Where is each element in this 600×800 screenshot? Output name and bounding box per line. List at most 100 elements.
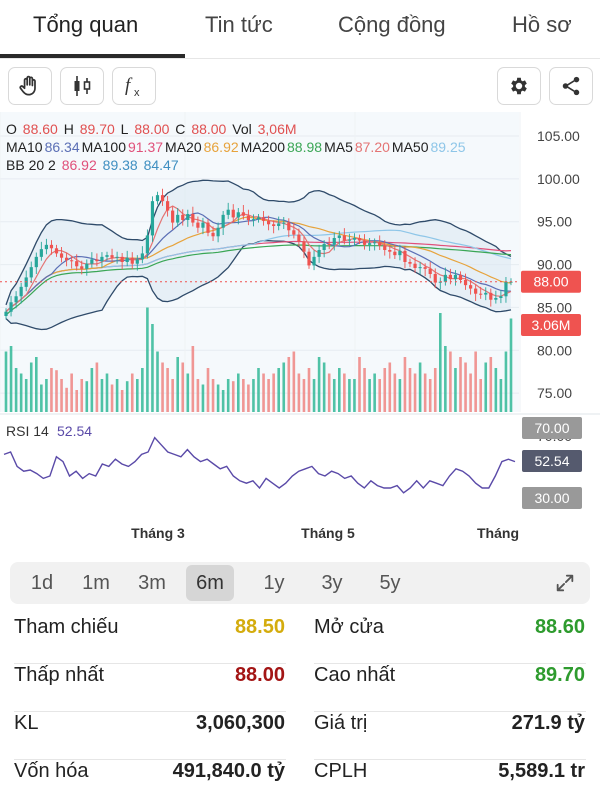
candle-body: [135, 259, 139, 264]
candle-body: [297, 234, 301, 242]
ohlc-row: O 88.60 H 89.70 L 88.00 C 88.00 Vol 3,06…: [6, 120, 468, 138]
candle-body: [453, 274, 458, 280]
pan-tool-button[interactable]: [8, 67, 52, 105]
bb-row: BB 20 2 86.92 89.38 84.47: [6, 156, 468, 174]
volume-bar: [388, 362, 392, 412]
candle-body: [176, 214, 180, 223]
ma-label-ma200: MA200: [240, 139, 286, 155]
rsi-line: [3, 436, 516, 494]
price-chart[interactable]: 105.00 100.00 95.00 90.00 85.00 80.00 75.00 70.…: [0, 112, 600, 552]
stat-separator: [314, 663, 586, 664]
tab-profile[interactable]: Hồ sơ: [512, 12, 572, 37]
tab-news[interactable]: Tin tức: [205, 12, 273, 37]
volume-bar: [287, 357, 291, 412]
price-chart-canvas[interactable]: 105.00 100.00 95.00 90.00 85.00 80.00 75.00 70.…: [0, 112, 600, 552]
candle-body: [49, 244, 54, 249]
close-label: C: [175, 121, 186, 137]
bb-value-1: 86.92: [61, 157, 97, 173]
volume-bar: [29, 362, 33, 412]
volume-bar: [125, 381, 129, 412]
volume-bar: [338, 368, 341, 412]
candle-body: [504, 281, 508, 297]
range-5y[interactable]: 5y: [379, 572, 401, 594]
candle-body: [428, 268, 432, 274]
volume-bar: [4, 351, 8, 412]
candle-body: [332, 238, 336, 245]
range-1m[interactable]: 1m: [82, 572, 110, 594]
stat-separator: [14, 711, 286, 712]
low-value: 88.00: [134, 121, 170, 137]
volume-bar: [408, 368, 412, 412]
candle-body: [150, 201, 155, 236]
range-3y[interactable]: 3y: [321, 572, 343, 594]
candlestick-icon: [74, 76, 91, 96]
volume-bar: [242, 379, 245, 412]
range-1y[interactable]: 1y: [263, 572, 285, 594]
volume-label: Vol: [232, 121, 252, 137]
tab-overview[interactable]: Tổng quan: [33, 12, 139, 37]
candle-body: [19, 286, 23, 297]
indicators-button[interactable]: f x: [112, 67, 156, 105]
svg-text:x: x: [134, 87, 140, 99]
range-3m[interactable]: 3m: [138, 572, 166, 594]
volume-bar: [50, 368, 53, 412]
volume-bar: [90, 368, 94, 412]
candle-body: [216, 227, 220, 237]
volume-bar: [65, 387, 68, 412]
price-tick-label: 90.00: [537, 257, 572, 273]
volume-bar: [146, 307, 149, 412]
volume-bar: [277, 368, 280, 412]
volume-bar: [156, 351, 159, 412]
candle-body: [282, 222, 286, 224]
volume-bar: [70, 373, 73, 412]
candle-body: [9, 302, 13, 312]
chart-type-button[interactable]: [60, 67, 104, 105]
volume-bar: [14, 368, 18, 412]
candle-body: [292, 230, 296, 235]
expand-icon[interactable]: [554, 572, 576, 594]
last-volume-label: 3.06M: [532, 317, 571, 333]
candle-body: [458, 274, 463, 280]
volume-bar: [247, 384, 250, 412]
volume-bar: [302, 379, 306, 412]
price-tick-label: 75.00: [537, 385, 572, 401]
volume-bar: [428, 379, 432, 412]
candle-body: [110, 255, 114, 258]
candle-body: [393, 251, 397, 256]
chart-settings-button[interactable]: [497, 67, 541, 105]
candle-body: [85, 263, 89, 269]
price-tick-label: 100.00: [537, 171, 580, 187]
volume-bar: [423, 373, 427, 412]
stat-label-left-3: Vốn hóa: [14, 760, 89, 782]
volume-bar: [211, 379, 215, 412]
price-tick-label: 80.00: [537, 342, 572, 358]
volume-bar: [444, 346, 447, 412]
top-tabs: Tổng quan Tin tức Cộng đồng Hồ sơ: [0, 0, 600, 58]
volume-bar: [115, 379, 119, 412]
volume-bar: [509, 318, 513, 412]
range-1d[interactable]: 1d: [30, 572, 54, 594]
volume-bar: [439, 313, 442, 412]
volume-bar: [161, 362, 164, 412]
ma-label-ma10: MA10: [6, 139, 43, 155]
volume-bar: [24, 379, 28, 412]
candle-body: [342, 235, 346, 241]
high-value: 89.70: [79, 121, 115, 137]
volume-bar: [226, 379, 230, 412]
tab-community[interactable]: Cộng đồng: [338, 12, 446, 37]
candle-body: [226, 209, 230, 215]
ma200-line: [5, 244, 512, 316]
candle-body: [4, 311, 8, 316]
range-6m[interactable]: 6m: [186, 565, 234, 601]
ma-row: MA10 86.34 MA100 91.37 MA20 86.92 MA200 88.98 MA…: [6, 138, 468, 156]
volume-bar: [120, 390, 124, 412]
share-button[interactable]: [549, 67, 593, 105]
volume-bar: [353, 379, 356, 412]
candle-body: [403, 250, 407, 262]
volume-bar: [216, 384, 220, 412]
candle-body: [59, 253, 64, 258]
candle-body: [115, 256, 119, 258]
low-label: L: [120, 121, 129, 137]
volume-bar: [504, 351, 508, 412]
last-price-tag: [521, 270, 581, 293]
